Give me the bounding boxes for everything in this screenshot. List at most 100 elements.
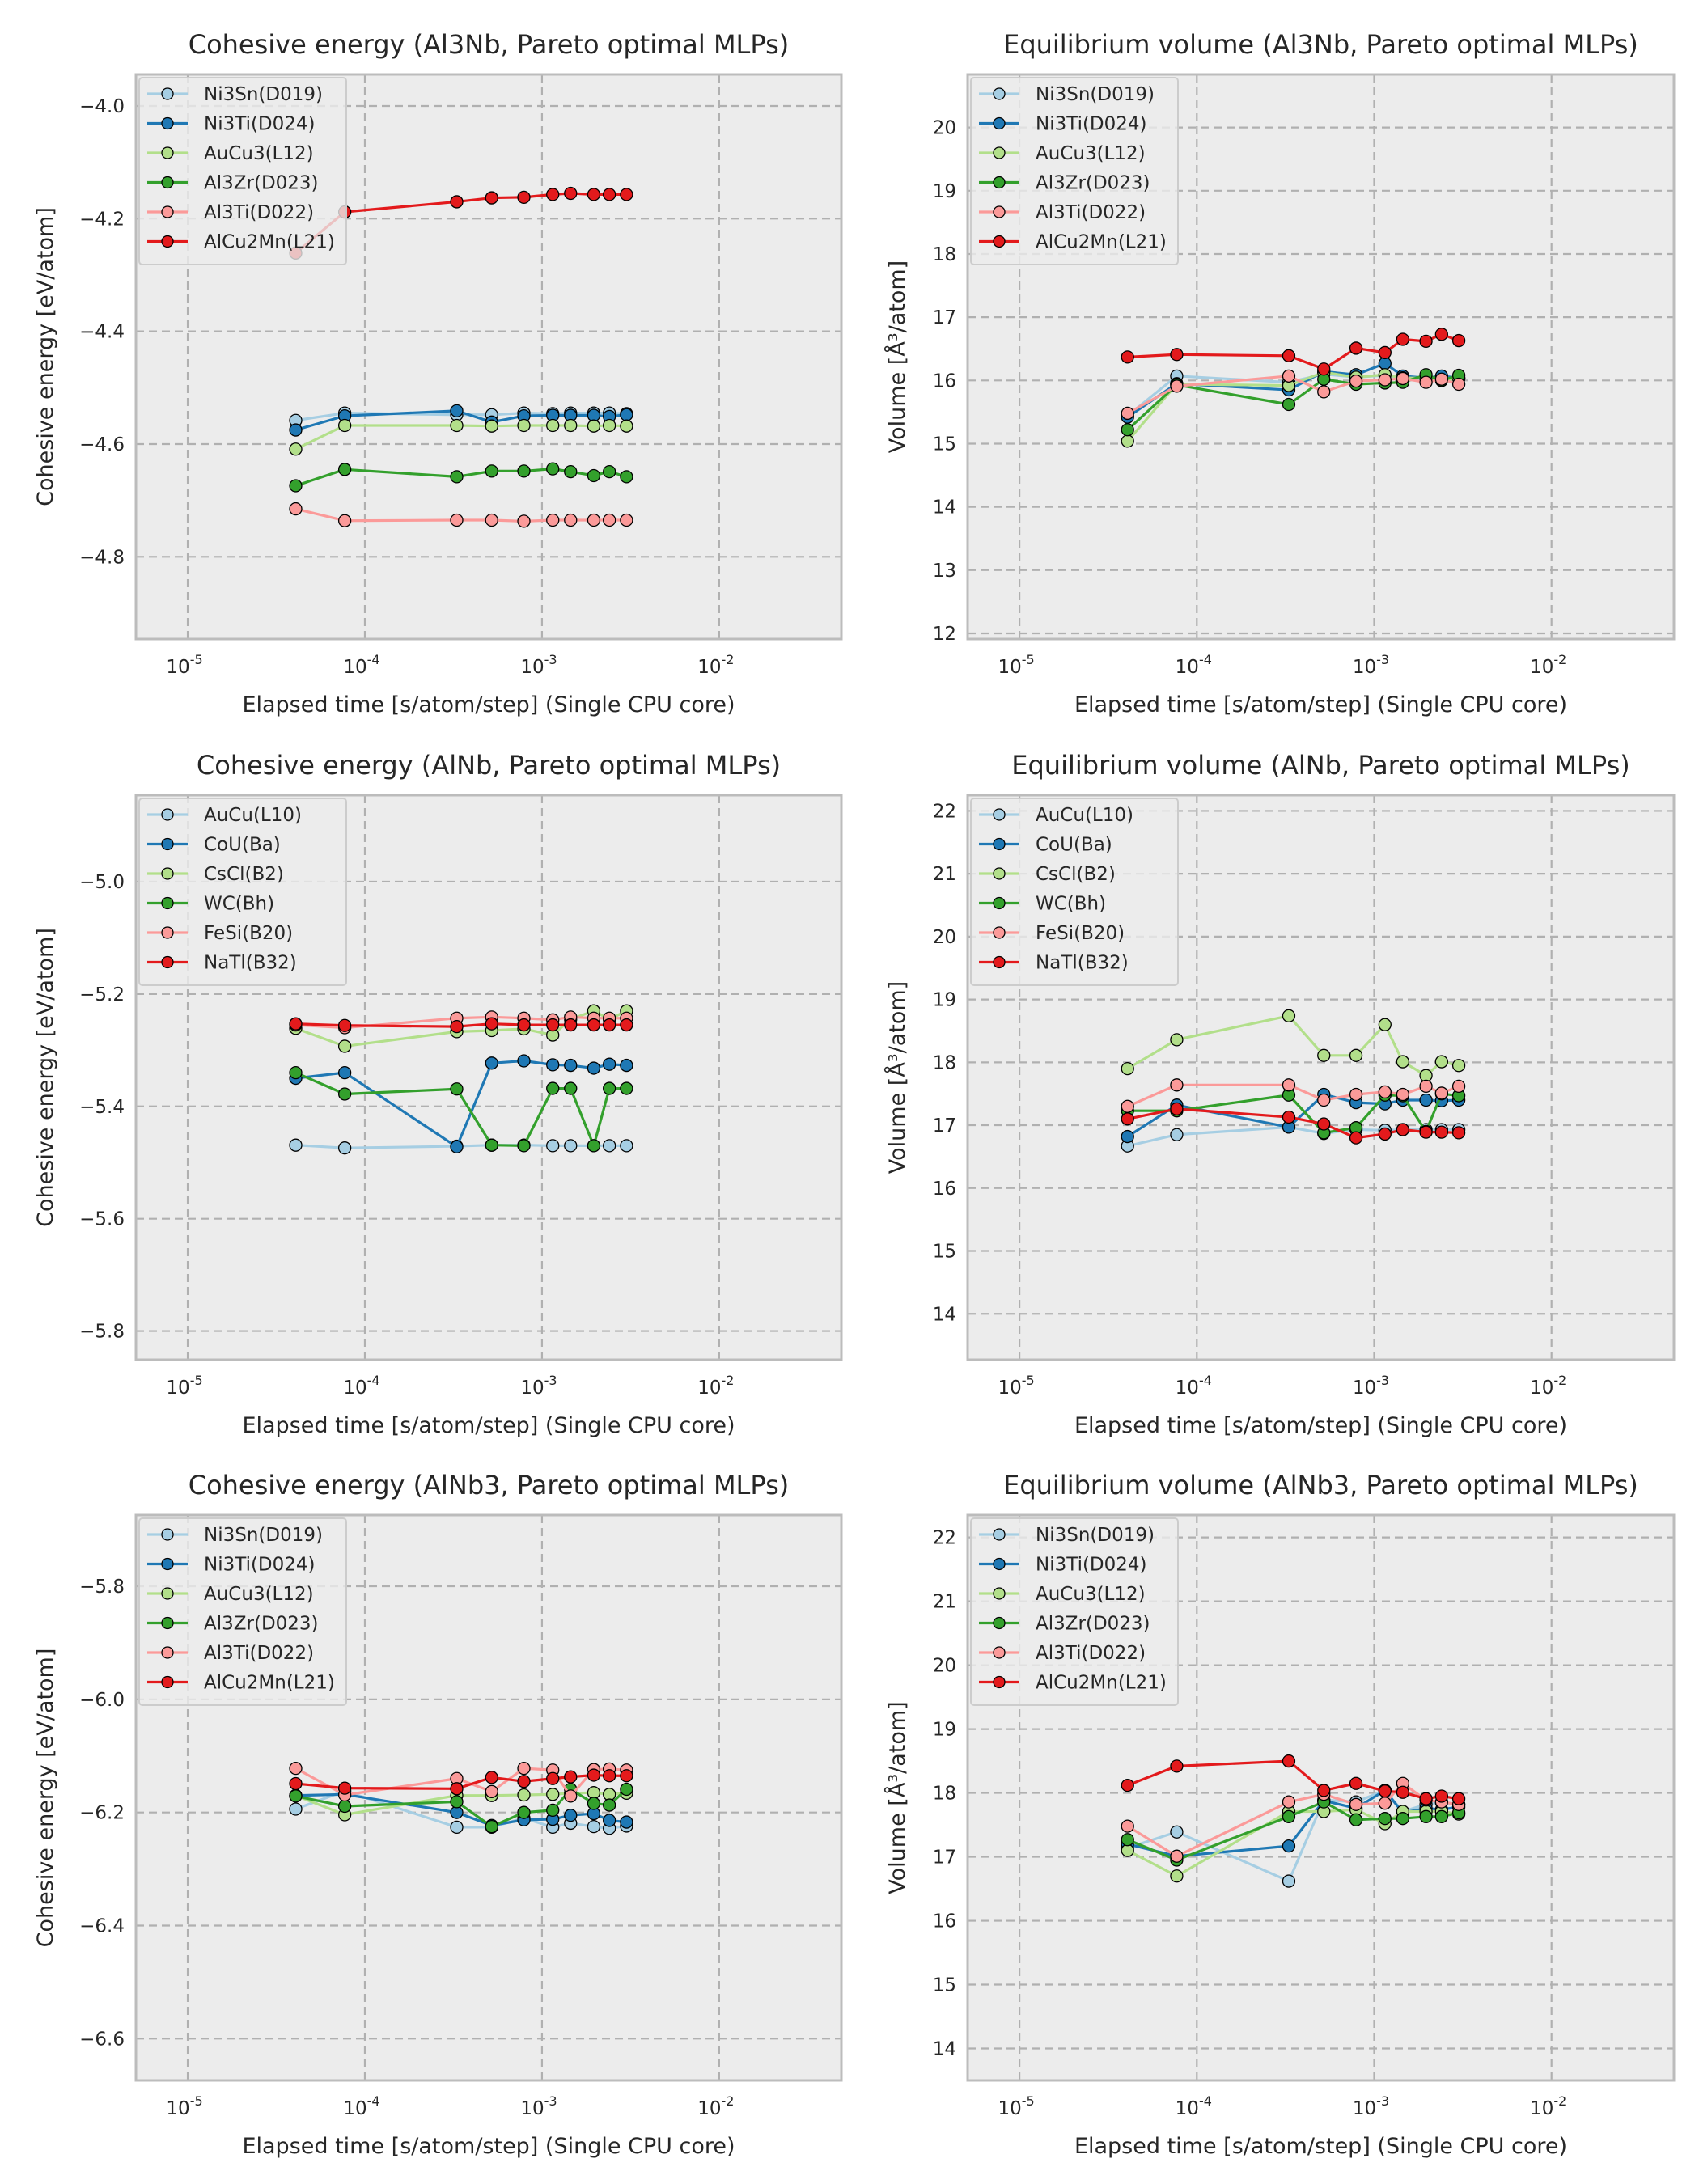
data-point	[620, 1081, 633, 1095]
series-line	[1127, 1125, 1460, 1148]
x-tick-label: 10-5	[166, 2093, 202, 2119]
data-point	[1378, 345, 1392, 360]
legend-marker	[161, 176, 174, 189]
x-tick-exponent: -2	[722, 2093, 735, 2109]
data-point	[1451, 1792, 1466, 1805]
data-point	[289, 502, 303, 516]
legend-label: Al3Zr(D023)	[204, 173, 319, 194]
data-point	[1282, 1795, 1296, 1809]
data-point	[1282, 1809, 1296, 1823]
legend: AuCu(L10) CoU(Ba) CsCl(B2) WC(Bh) FeSi(B20) N…	[970, 798, 1179, 986]
x-tick-exponent: -5	[1022, 2093, 1035, 2109]
data-point	[450, 1140, 464, 1153]
data-point	[587, 1018, 601, 1032]
data-point	[1434, 372, 1448, 386]
x-tick-label: 10-2	[697, 2093, 734, 2119]
legend-item: Ni3Sn(D019)	[147, 1525, 323, 1546]
legend-marker	[993, 205, 1006, 218]
legend-marker	[161, 1646, 174, 1659]
data-point	[1419, 1809, 1433, 1823]
data-point	[1419, 1125, 1433, 1139]
x-tick-base: 10	[998, 2098, 1021, 2119]
data-point	[587, 1768, 601, 1782]
y-tick-label: −6.4	[79, 1915, 125, 1936]
series-line	[1127, 1083, 1460, 1108]
legend-item: AlCu2Mn(L21)	[147, 1673, 335, 1694]
y-tick-label: 18	[933, 244, 956, 265]
data-point	[1170, 1078, 1184, 1092]
legend-marker	[161, 808, 174, 821]
legend-label: Ni3Sn(D019)	[204, 1525, 323, 1546]
data-point	[1170, 1825, 1184, 1839]
data-point	[1378, 1018, 1392, 1031]
y-tick-label: −5.6	[79, 1209, 125, 1230]
legend-item: Ni3Ti(D024)	[979, 114, 1147, 135]
data-point	[546, 188, 560, 201]
data-point	[1451, 1079, 1466, 1094]
x-tick-label: 10-5	[166, 1373, 202, 1399]
data-point	[289, 1065, 303, 1080]
legend-label: CoU(Ba)	[1036, 835, 1112, 856]
data-point	[1282, 369, 1296, 383]
legend-item: FeSi(B20)	[979, 923, 1125, 944]
data-point	[1282, 1874, 1296, 1888]
legend-item: NaTl(B32)	[979, 953, 1129, 974]
data-point	[1121, 1129, 1134, 1144]
data-point	[620, 1058, 633, 1073]
legend-item: Al3Ti(D022)	[979, 202, 1146, 223]
x-tick-label: 10-4	[1176, 1373, 1212, 1399]
y-tick-label: 19	[933, 1720, 956, 1741]
y-tick-label: 19	[933, 181, 956, 202]
series-line	[295, 1059, 627, 1149]
x-tick-exponent: -5	[190, 1373, 203, 1388]
x-tick-exponent: -3	[544, 2093, 557, 2109]
legend-item: WC(Bh)	[147, 894, 274, 915]
legend-item: WC(Bh)	[979, 894, 1106, 915]
legend-marker	[161, 1675, 174, 1689]
data-point	[603, 188, 616, 201]
y-tick-label: 20	[933, 927, 956, 948]
data-point	[337, 1141, 352, 1155]
x-tick-label: 10-3	[520, 652, 557, 678]
y-tick-label: −5.8	[79, 1322, 125, 1343]
y-tick-label: 14	[933, 497, 956, 518]
series-line	[1126, 373, 1460, 431]
data-point	[1451, 377, 1466, 392]
data-point	[587, 1797, 601, 1810]
legend-label: NaTl(B32)	[204, 953, 297, 974]
legend-label: AuCu3(L12)	[204, 143, 314, 164]
chart-title: Equilibrium volume (AlNb3, Pareto optima…	[1003, 1470, 1638, 1500]
data-point	[517, 514, 531, 528]
chart-panel-5: 10-5 10-4 10-3 10-2−5.8−6.0−6.2−6.4−6.6Cohe…	[33, 1470, 843, 2159]
x-tick-exponent: -4	[1199, 652, 1212, 667]
data-point	[450, 470, 464, 484]
data-point	[485, 191, 498, 205]
chart-title: Cohesive energy (Al3Nb, Pareto optimal M…	[189, 29, 790, 60]
y-tick-label: −5.2	[79, 984, 125, 1005]
data-point	[1170, 1128, 1184, 1141]
y-tick-label: 19	[933, 990, 956, 1011]
x-tick-base: 10	[1353, 1378, 1376, 1399]
data-point	[1121, 1099, 1134, 1113]
x-tick-label: 10-5	[998, 2093, 1034, 2119]
data-point	[1378, 1784, 1392, 1798]
x-tick-base: 10	[1176, 657, 1199, 678]
data-point	[564, 418, 578, 433]
legend-box	[138, 1517, 347, 1706]
legend-item: CsCl(B2)	[979, 864, 1116, 885]
legend-label: CsCl(B2)	[1036, 864, 1116, 885]
y-tick-label: 18	[933, 1052, 956, 1073]
legend-label: Al3Ti(D022)	[1036, 1643, 1146, 1664]
legend-marker	[993, 1646, 1006, 1659]
data-point	[1317, 362, 1331, 376]
x-tick-base: 10	[1353, 657, 1376, 678]
legend-label: FeSi(B20)	[1036, 923, 1125, 944]
x-tick-base: 10	[1176, 1378, 1199, 1399]
data-point	[1378, 373, 1392, 387]
legend-label: AuCu(L10)	[204, 805, 302, 826]
legend-marker	[993, 867, 1006, 880]
legend-label: Ni3Sn(D019)	[1036, 1525, 1155, 1546]
data-point	[1349, 1048, 1363, 1062]
legend: Ni3Sn(D019) Ni3Ti(D024) AuCu3(L12) Al3Zr(D0…	[138, 1517, 347, 1706]
data-point	[546, 1058, 560, 1072]
